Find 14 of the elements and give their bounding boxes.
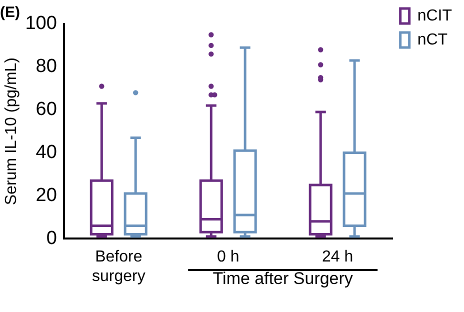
x-tick-label: Before surgery bbox=[92, 248, 146, 285]
y-tick-label: 40 bbox=[36, 142, 57, 163]
legend-label: nCT bbox=[417, 31, 448, 48]
y-tick-label: 0 bbox=[46, 228, 57, 249]
y-tick-label: 20 bbox=[36, 184, 57, 206]
y-tick-label: 100 bbox=[25, 13, 57, 34]
text: Time after Surgery bbox=[212, 269, 354, 288]
y-axis-title: Serum IL-10 (pg/mL) bbox=[3, 57, 20, 206]
y-tick-label: 80 bbox=[36, 56, 57, 78]
x-tick-label: 24 h bbox=[322, 248, 354, 266]
chart-title: (E) bbox=[0, 4, 20, 22]
legend-label: nCIT bbox=[417, 7, 452, 24]
x-tick-label: 0 h bbox=[216, 248, 240, 266]
y-tick-label: 60 bbox=[36, 99, 57, 120]
